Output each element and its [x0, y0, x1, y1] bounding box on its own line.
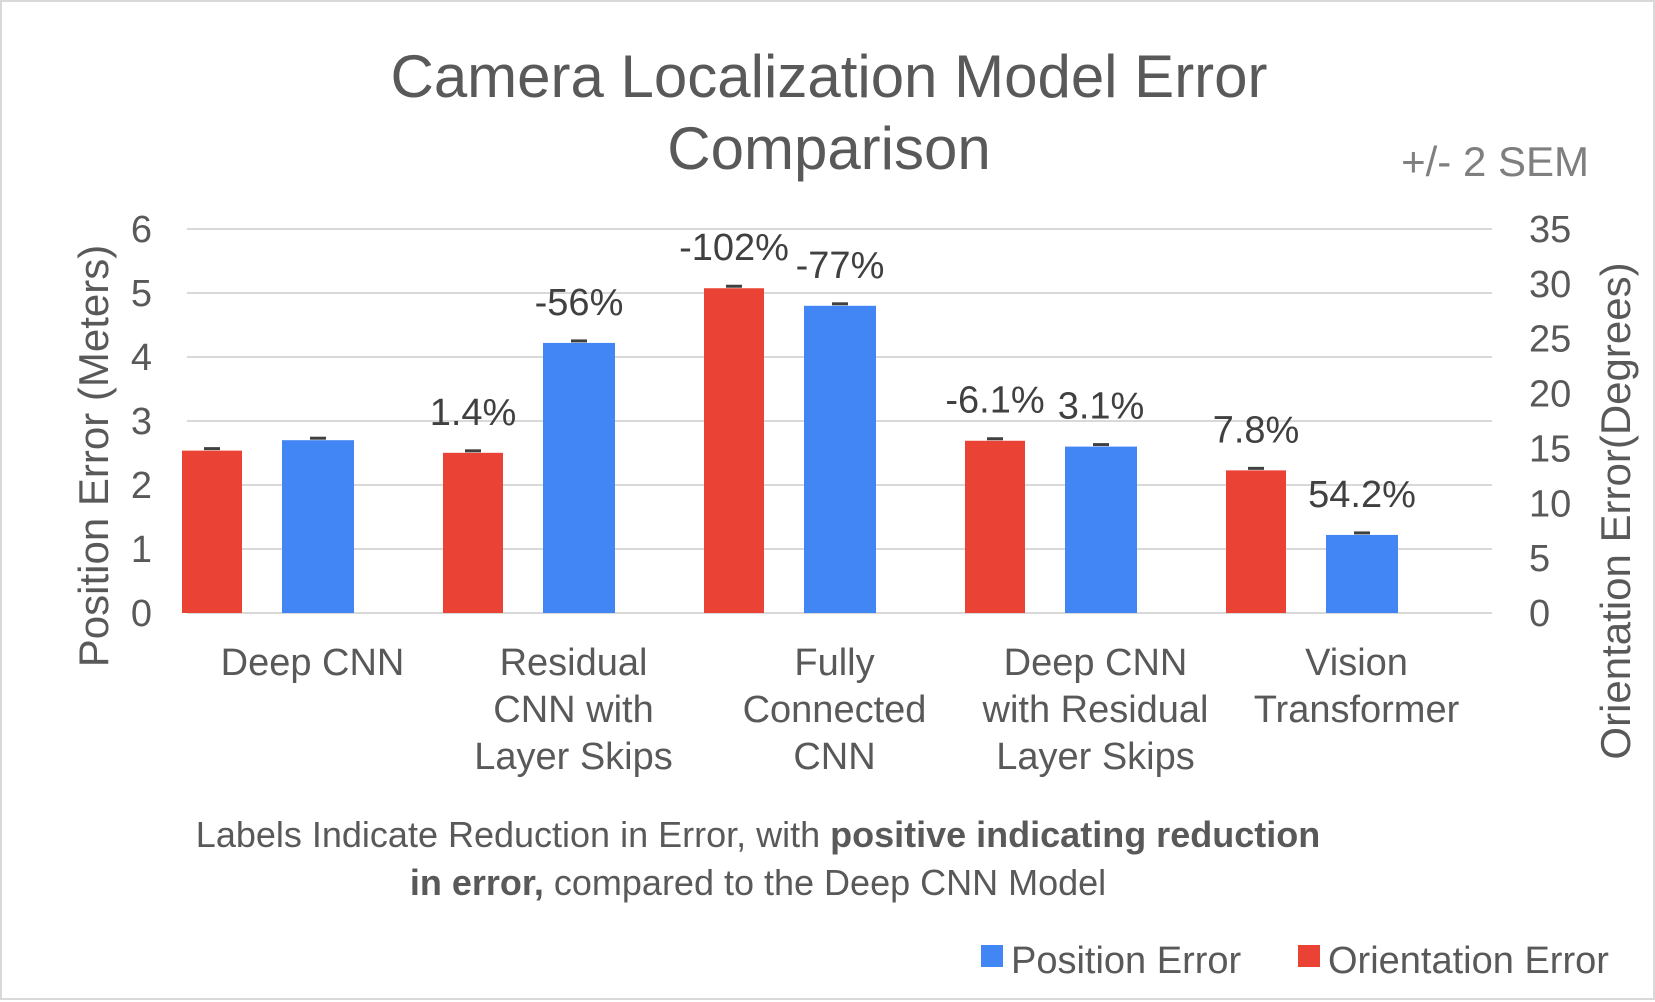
legend-label: Orientation Error: [1328, 940, 1609, 982]
bar-orientation: [965, 440, 1025, 613]
data-label: 7.8%: [1213, 409, 1300, 451]
y2-tick-label: 35: [1529, 209, 1571, 251]
bar-position: [1065, 446, 1137, 613]
y-tick-label: 4: [131, 337, 152, 379]
y2-tick-label: 30: [1529, 264, 1571, 306]
x-tick-label: Residual: [500, 642, 648, 684]
y-axis-title: Position Error (Meters): [70, 245, 117, 667]
chart-title-line-2: Comparison: [667, 115, 990, 182]
x-tick-label: with Residual: [982, 689, 1209, 731]
x-tick-label: CNN with: [493, 689, 653, 731]
data-label: -77%: [796, 245, 885, 287]
x-tick-label: Deep CNN: [1004, 642, 1188, 684]
y2-tick-label: 20: [1529, 374, 1571, 416]
data-label: -6.1%: [945, 380, 1044, 422]
legend-swatch: [981, 945, 1003, 967]
y2-tick-label: 15: [1529, 428, 1571, 470]
y-tick-label: 5: [131, 273, 152, 315]
y-tick-label: 2: [131, 465, 152, 507]
y-tick-label: 6: [131, 209, 152, 251]
data-label: -56%: [535, 282, 624, 324]
bar-position: [1326, 534, 1398, 613]
y2-axis-title: Orientation Error(Degrees): [1592, 262, 1639, 759]
footnote-line: Labels Indicate Reduction in Error, with…: [196, 814, 1320, 855]
bar-position: [282, 440, 354, 613]
data-label: 1.4%: [430, 392, 517, 434]
x-tick-label: Connected: [743, 689, 927, 731]
legend-swatch: [1298, 945, 1320, 967]
bar-orientation: [182, 450, 242, 613]
data-label: -102%: [679, 227, 789, 269]
y2-tick-label: 25: [1529, 319, 1571, 361]
x-tick-label: Transformer: [1254, 689, 1460, 731]
footnote-segment: in error,: [410, 862, 544, 903]
y-tick-label: 1: [131, 529, 152, 571]
x-tick-label: Fully: [794, 642, 874, 684]
chart-title-line-1: Camera Localization Model Error: [390, 43, 1267, 110]
bar-position: [543, 342, 615, 613]
sem-note: +/- 2 SEM: [1401, 138, 1589, 185]
footnote-line: in error, compared to the Deep CNN Model: [410, 862, 1106, 903]
x-tick-label: Layer Skips: [996, 736, 1195, 778]
x-tick-label: Layer Skips: [474, 736, 673, 778]
legend-label: Position Error: [1011, 940, 1242, 982]
x-tick-label: CNN: [793, 736, 875, 778]
data-label: 3.1%: [1058, 386, 1145, 428]
x-tick-label: Deep CNN: [221, 642, 405, 684]
bar-orientation: [1226, 470, 1286, 613]
y2-tick-label: 10: [1529, 483, 1571, 525]
footnote-segment: positive indicating reduction: [830, 814, 1320, 855]
bar-orientation: [704, 288, 764, 613]
x-tick-label: Vision: [1305, 642, 1408, 684]
y-tick-label: 0: [131, 593, 152, 635]
bar-orientation: [443, 452, 503, 613]
y-tick-label: 3: [131, 401, 152, 443]
footnote-segment: compared to the Deep CNN Model: [544, 862, 1106, 903]
footnote-segment: Labels Indicate Reduction in Error, with: [196, 814, 830, 855]
bar-position: [804, 305, 876, 613]
y2-tick-label: 5: [1529, 538, 1550, 580]
data-label: 54.2%: [1308, 474, 1416, 516]
y2-tick-label: 0: [1529, 593, 1550, 635]
